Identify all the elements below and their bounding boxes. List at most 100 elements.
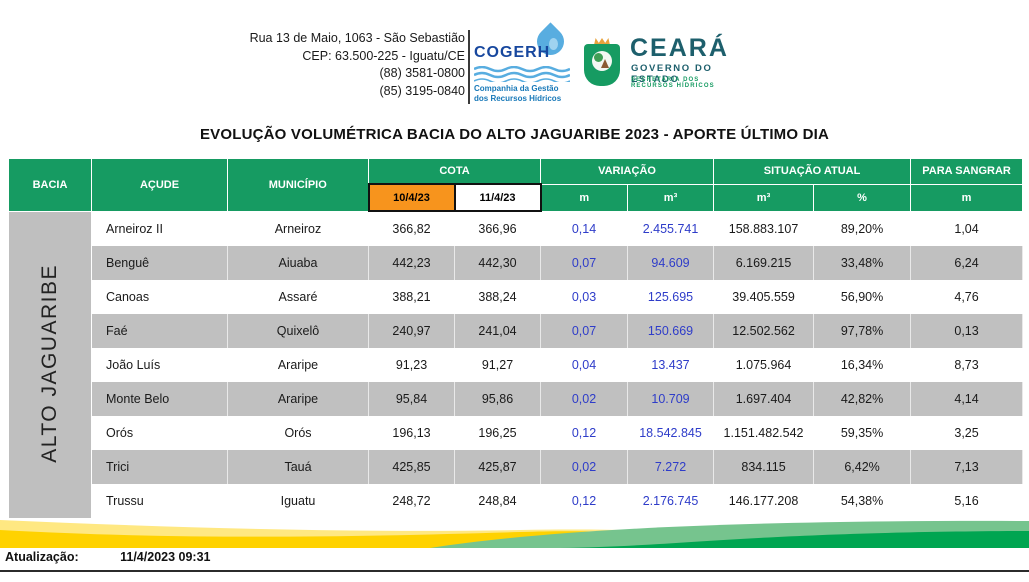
cell-cota-curr: 91,27 <box>454 348 542 382</box>
cell-var-m: 0,12 <box>540 484 629 518</box>
cell-cota-prev: 248,72 <box>368 484 455 518</box>
cell-cota-curr: 196,25 <box>454 416 542 450</box>
cell-sit-pct: 59,35% <box>813 416 912 450</box>
bottom-rule <box>0 570 1029 572</box>
waves-icon <box>474 66 570 82</box>
cell-sangrar: 1,04 <box>910 211 1024 246</box>
cell-municipio: Aiuaba <box>227 246 369 280</box>
subheader-date-curr: 11/4/23 <box>453 183 542 212</box>
page-title: EVOLUÇÃO VOLUMÉTRICA BACIA DO ALTO JAGUA… <box>199 126 830 143</box>
shield-inner <box>592 51 612 71</box>
column-group-situacao: SITUAÇÃO ATUAL <box>713 158 912 185</box>
shield-crown <box>594 38 610 45</box>
update-label: Atualização: <box>5 550 79 564</box>
table-row: ALTO JAGUARIBE Arneiroz II Arneiroz 366,… <box>8 211 1024 518</box>
cell-cota-prev: 388,21 <box>368 280 455 314</box>
cell-var-m3: 10.709 <box>627 382 715 416</box>
cell-acude: Benguê <box>91 246 228 280</box>
cell-var-m: 0,07 <box>540 246 629 280</box>
cell-municipio: Arneiroz <box>227 211 369 246</box>
cell-var-m3: 18.542.845 <box>627 416 715 450</box>
cell-var-m3: 13.437 <box>627 348 715 382</box>
cell-var-m: 0,12 <box>540 416 629 450</box>
cell-sangrar: 5,16 <box>910 484 1024 518</box>
ceara-shield-icon <box>584 38 620 86</box>
cell-sit-pct: 16,34% <box>813 348 912 382</box>
table-row: Benguê Aiuaba 442,23 442,30 0,07 94.609 … <box>9 246 1024 280</box>
cell-sit-pct: 97,78% <box>813 314 912 348</box>
cell-var-m: 0,02 <box>540 450 629 484</box>
ceara-government-logo: CEARÁ GOVERNO DO ESTADO SECRETARIA DOS R… <box>584 32 744 104</box>
cell-var-m: 0,07 <box>540 314 629 348</box>
bacia-label: ALTO JAGUARIBE <box>37 263 61 463</box>
cell-sit-m3: 834.115 <box>713 450 815 484</box>
cell-municipio: Quixelô <box>227 314 369 348</box>
cell-sangrar: 8,73 <box>910 348 1024 382</box>
table-row: Trussu Iguatu 248,72 248,84 0,12 2.176.7… <box>9 484 1024 518</box>
bacia-cell: ALTO JAGUARIBE <box>8 211 92 518</box>
cell-cota-prev: 95,84 <box>368 382 455 416</box>
cell-municipio: Araripe <box>227 382 369 416</box>
cell-cota-curr: 95,86 <box>454 382 542 416</box>
subheader-date-prev: 10/4/23 <box>367 183 456 212</box>
cell-sit-m3: 158.883.107 <box>713 211 815 246</box>
cell-cota-prev: 196,13 <box>368 416 455 450</box>
cogerh-logo: COGERH Companhia da Gestão dos Recursos … <box>474 22 578 106</box>
cogerh-logo-subtitle: Companhia da Gestão dos Recursos Hídrico… <box>474 84 561 103</box>
company-address: Rua 13 de Maio, 1063 - São Sebastião CEP… <box>180 30 465 100</box>
cell-var-m3: 125.695 <box>627 280 715 314</box>
column-header-bacia: BACIA <box>8 158 92 212</box>
column-group-cota: COTA <box>367 158 542 185</box>
subheader-situacao-pct: % <box>813 183 912 212</box>
cell-var-m3: 7.272 <box>627 450 715 484</box>
address-line: (88) 3581-0800 <box>379 66 465 80</box>
column-group-sangrar: PARA SANGRAR <box>910 158 1024 185</box>
vertical-divider <box>468 30 470 104</box>
cell-cota-prev: 425,85 <box>368 450 455 484</box>
cell-cota-curr: 241,04 <box>454 314 542 348</box>
cell-acude: Faé <box>91 314 228 348</box>
cell-cota-prev: 442,23 <box>368 246 455 280</box>
cell-cota-prev: 366,82 <box>368 211 455 246</box>
cell-cota-curr: 248,84 <box>454 484 542 518</box>
cell-var-m: 0,03 <box>540 280 629 314</box>
cell-sangrar: 4,14 <box>910 382 1024 416</box>
ceara-logo-text: CEARÁ <box>630 34 729 62</box>
cell-var-m3: 2.176.745 <box>627 484 715 518</box>
water-drop-highlight <box>549 38 558 50</box>
subheader-variacao-m3: m³ <box>627 183 715 212</box>
column-group-variacao: VARIAÇÃO <box>540 158 715 185</box>
cell-sit-pct: 33,48% <box>813 246 912 280</box>
cell-municipio: Tauá <box>227 450 369 484</box>
cell-sit-m3: 6.169.215 <box>713 246 815 280</box>
cell-sit-m3: 12.502.562 <box>713 314 815 348</box>
cell-sit-m3: 146.177.208 <box>713 484 815 518</box>
cell-municipio: Iguatu <box>227 484 369 518</box>
ceara-logo-tagline: SECRETARIA DOS RECURSOS HÍDRICOS <box>631 77 715 89</box>
cell-var-m3: 2.455.741 <box>627 211 715 246</box>
cell-sangrar: 4,76 <box>910 280 1024 314</box>
cell-var-m: 0,14 <box>540 211 629 246</box>
cell-var-m: 0,02 <box>540 382 629 416</box>
reservoir-table: BACIA AÇUDE MUNICÍPIO COTA VARIAÇÃO SITU… <box>8 158 1024 518</box>
cell-municipio: Orós <box>227 416 369 450</box>
cogerh-subtitle-line1: Companhia da Gestão <box>474 84 559 93</box>
cell-acude: Orós <box>91 416 228 450</box>
cell-acude: Trici <box>91 450 228 484</box>
subheader-sangrar-m: m <box>910 183 1024 212</box>
cell-sit-pct: 54,38% <box>813 484 912 518</box>
cell-cota-curr: 425,87 <box>454 450 542 484</box>
cell-municipio: Araripe <box>227 348 369 382</box>
table-row: Orós Orós 196,13 196,25 0,12 18.542.845 … <box>9 416 1024 450</box>
update-timestamp: 11/4/2023 09:31 <box>120 550 211 564</box>
cell-sit-pct: 42,82% <box>813 382 912 416</box>
cell-sit-m3: 1.075.964 <box>713 348 815 382</box>
cell-sit-m3: 1.151.482.542 <box>713 416 815 450</box>
cell-cota-curr: 366,96 <box>454 211 542 246</box>
cell-acude: Monte Belo <box>91 382 228 416</box>
cell-sangrar: 3,25 <box>910 416 1024 450</box>
cell-sit-pct: 56,90% <box>813 280 912 314</box>
ceara-logo-subtitle: GOVERNO DO ESTADO <box>631 63 713 85</box>
table-row: Trici Tauá 425,85 425,87 0,02 7.272 834.… <box>9 450 1024 484</box>
